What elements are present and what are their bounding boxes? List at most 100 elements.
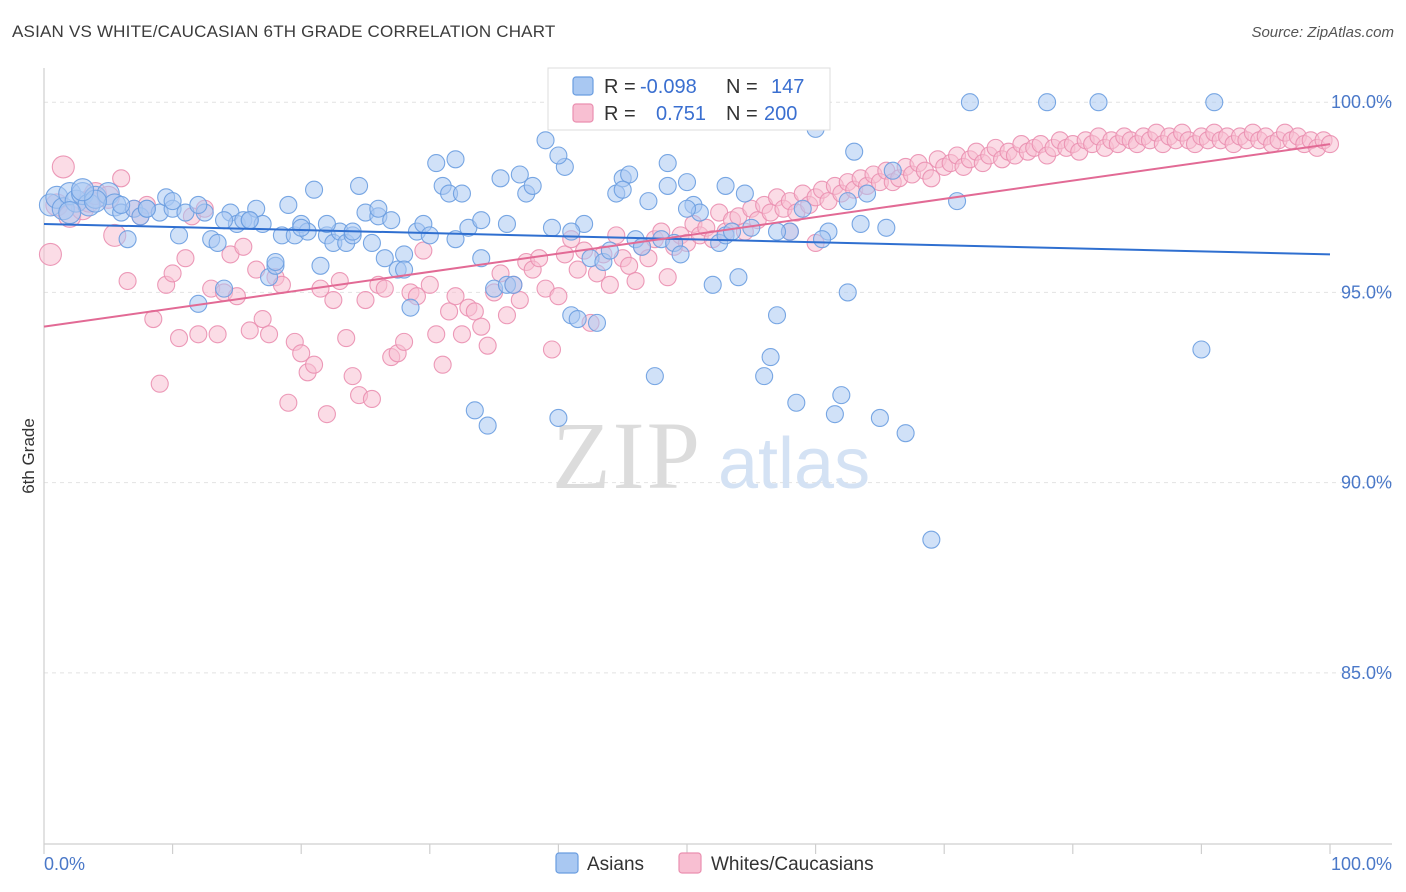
- chart-title: ASIAN VS WHITE/CAUCASIAN 6TH GRADE CORRE…: [12, 22, 556, 41]
- asian-point: [845, 142, 864, 161]
- white-point: [510, 290, 529, 310]
- bottom-legend-white-label: Whites/Caucasians: [711, 854, 874, 875]
- asian-point: [491, 169, 510, 188]
- asian-point: [350, 176, 369, 195]
- asian-point: [922, 530, 941, 549]
- asian-point: [446, 230, 465, 249]
- white-point: [452, 325, 472, 344]
- white-point: [118, 271, 137, 291]
- asian-point: [729, 268, 748, 287]
- asian-point: [465, 401, 484, 420]
- white-point: [317, 405, 336, 424]
- white-point: [150, 374, 169, 393]
- asian-point: [870, 408, 889, 428]
- white-point: [259, 325, 279, 344]
- white-point: [420, 275, 439, 294]
- asian-point: [883, 161, 902, 180]
- asian-point: [472, 249, 491, 268]
- asian-point: [755, 367, 774, 386]
- asian-point: [812, 230, 832, 249]
- x-tick-labels: 0.0% 100.0%: [44, 854, 1392, 874]
- asian-point: [1192, 340, 1211, 359]
- asian-point: [851, 214, 870, 234]
- asian-point: [369, 199, 388, 218]
- asian-point: [305, 180, 324, 199]
- white-point: [414, 241, 433, 260]
- white-point: [163, 264, 182, 283]
- bottom-legend-white-swatch: [678, 852, 702, 874]
- white-point: [549, 287, 568, 306]
- asian-point: [838, 283, 857, 302]
- asian-point: [452, 184, 472, 203]
- watermark: ZIP atlas: [552, 402, 870, 509]
- asian-point: [446, 150, 465, 169]
- trend-layer: [43, 143, 1331, 328]
- asian-point: [137, 199, 156, 218]
- white-point: [922, 169, 941, 188]
- asian-point: [568, 310, 587, 329]
- white-point: [279, 393, 298, 412]
- asian-point: [716, 176, 735, 195]
- y-tick-label: 85.0%: [1341, 663, 1392, 683]
- white-point: [234, 237, 253, 256]
- asian-point: [825, 405, 844, 424]
- asian-point: [58, 200, 82, 225]
- y-tick-labels: 100.0% 95.0% 90.0% 85.0%: [1331, 92, 1392, 683]
- asian-point: [793, 199, 812, 218]
- y-tick-label: 100.0%: [1331, 92, 1392, 112]
- asian-point: [857, 184, 877, 203]
- white-point: [375, 279, 394, 298]
- asian-point: [375, 249, 394, 268]
- asian-point: [510, 165, 529, 184]
- white-point: [176, 249, 195, 268]
- asian-point: [71, 178, 95, 202]
- legend-asian-swatch: [572, 76, 594, 96]
- asian-point: [266, 252, 285, 272]
- asian-point: [620, 165, 639, 184]
- asian-point: [317, 214, 336, 234]
- top-legend: R = -0.098 N = 147 R = 0.751 N = 200: [547, 67, 831, 131]
- white-point: [343, 367, 362, 386]
- white-point: [607, 226, 626, 245]
- white-point: [38, 242, 62, 266]
- white-point: [240, 321, 259, 340]
- chart-source: Source: ZipAtlas.com: [1251, 24, 1394, 41]
- asian-point: [478, 416, 497, 435]
- asian-point: [549, 146, 568, 165]
- asian-point: [703, 275, 722, 294]
- legend-white-r-value: 0.751: [656, 103, 706, 125]
- series-white-caucasians-points: [38, 123, 1340, 424]
- legend-white-r-label: R =: [604, 103, 636, 125]
- white-point: [478, 336, 497, 355]
- asian-point: [1038, 93, 1057, 112]
- white-point: [600, 275, 619, 294]
- asian-point: [497, 214, 517, 234]
- asian-point: [658, 154, 677, 173]
- asian-point: [877, 218, 896, 237]
- asian-point: [118, 230, 137, 249]
- y-axis-title: 6th Grade: [19, 418, 38, 494]
- asian-point: [677, 173, 697, 192]
- white-point: [324, 290, 343, 310]
- asian-point: [208, 233, 227, 253]
- legend-asian-r-value: -0.098: [640, 76, 697, 98]
- asian-point: [613, 180, 632, 199]
- white-point: [51, 155, 75, 179]
- white-point: [440, 302, 459, 321]
- white-point: [292, 344, 311, 363]
- asian-point: [587, 313, 607, 332]
- white-point: [253, 310, 272, 329]
- asian-point: [896, 424, 915, 443]
- asian-point: [1205, 93, 1224, 112]
- white-point: [427, 325, 446, 344]
- asian-point: [472, 211, 491, 230]
- asian-point: [832, 386, 851, 405]
- white-point: [542, 340, 562, 359]
- asian-point: [240, 211, 259, 230]
- legend-asian-r-label: R =: [604, 76, 636, 98]
- asian-point: [722, 222, 742, 241]
- white-point: [112, 169, 131, 188]
- asian-point: [536, 131, 555, 150]
- asian-point: [112, 195, 131, 214]
